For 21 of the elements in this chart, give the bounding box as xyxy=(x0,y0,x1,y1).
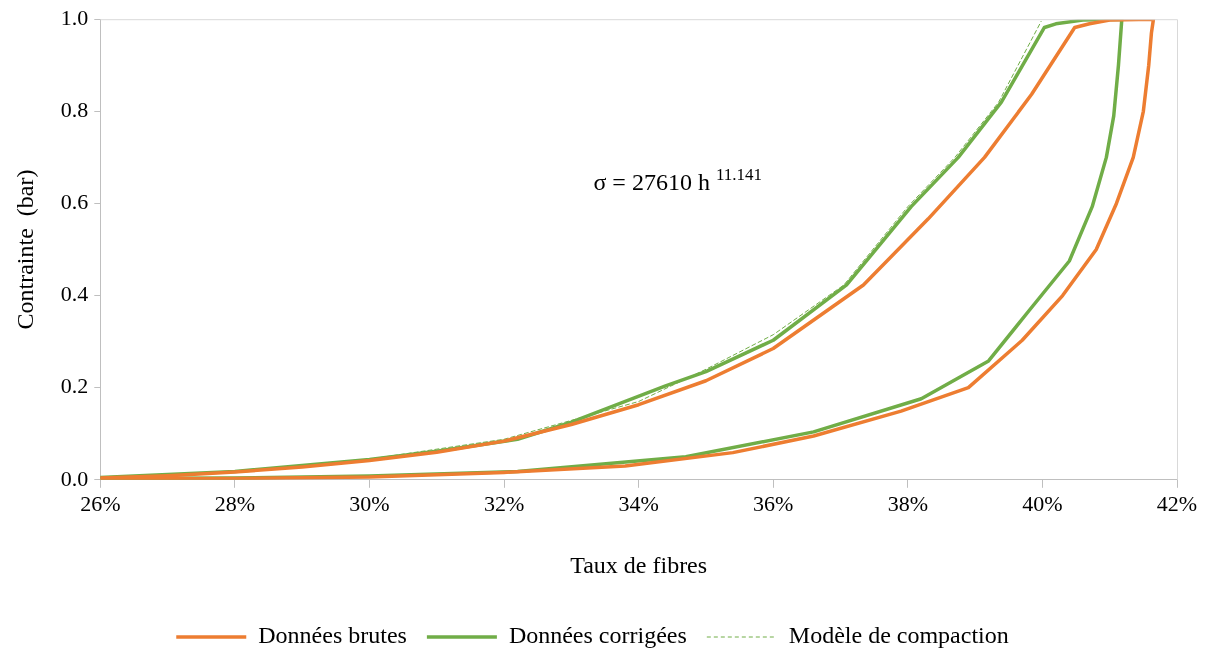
x-tick-label: 36% xyxy=(753,490,794,516)
x-tick-label: 38% xyxy=(887,490,928,516)
legend-label: Modèle de compaction xyxy=(788,622,1009,649)
y-tick-label: 1.0 xyxy=(60,4,89,30)
x-axis-title: Taux de fibres xyxy=(570,551,708,578)
x-tick-label: 32% xyxy=(483,490,525,516)
y-tick-label: 0.2 xyxy=(60,373,89,399)
x-tick-label: 42% xyxy=(1156,490,1198,516)
x-tick-label: 30% xyxy=(349,490,390,516)
y-tick-label: 0.0 xyxy=(60,465,89,491)
legend-label: Données brutes xyxy=(258,622,407,649)
y-axis-title: Contrainte (bar) xyxy=(11,169,38,330)
x-tick-label: 34% xyxy=(618,490,659,516)
legend-label: Données corrigées xyxy=(508,622,687,649)
x-tick-label: 40% xyxy=(1022,490,1063,516)
x-tick-label: 26% xyxy=(80,490,121,516)
annotation: σ = 27610 h 11.141 xyxy=(593,164,763,195)
y-tick-label: 0.4 xyxy=(60,281,89,307)
y-tick-label: 0.6 xyxy=(60,189,89,215)
x-tick-label: 28% xyxy=(214,490,256,516)
y-tick-label: 0.8 xyxy=(60,97,89,123)
